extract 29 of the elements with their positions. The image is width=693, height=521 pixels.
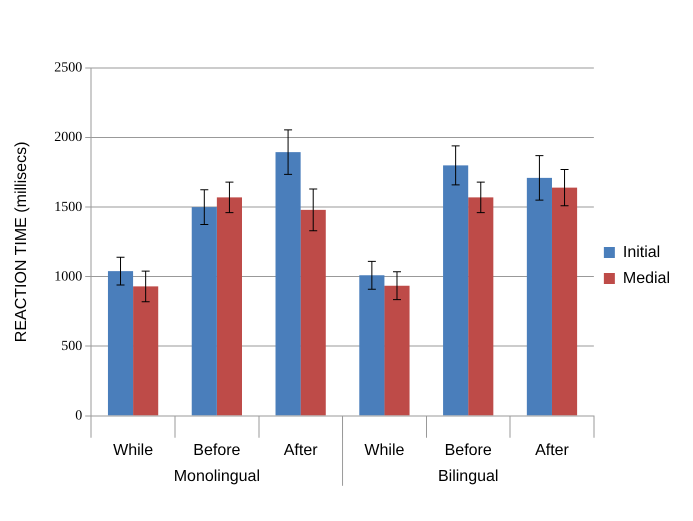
- bar: [133, 286, 158, 416]
- bar: [276, 152, 301, 416]
- y-tick-label: 500: [61, 338, 82, 354]
- text: Bilingual: [438, 468, 498, 485]
- x-tick-label: Before: [193, 442, 241, 459]
- legend-label: Medial: [622, 270, 670, 287]
- y-tick-label: 0: [75, 408, 82, 424]
- bar: [384, 286, 410, 416]
- legend-label: Initial: [622, 244, 660, 261]
- bar: [552, 188, 578, 416]
- text: Monolingual: [174, 468, 260, 485]
- y-tick-label: 1000: [54, 269, 82, 284]
- x-tick-label: While: [113, 442, 154, 459]
- y-axis-title: REACTION TIME (millisecs): [13, 142, 30, 342]
- y-tick-label: 2000: [54, 130, 82, 146]
- bar: [443, 165, 468, 416]
- x-tick-label: While: [364, 442, 405, 459]
- bar: [192, 207, 217, 416]
- x-tick-label: After: [284, 442, 318, 459]
- x-tick-label: After: [535, 442, 570, 459]
- bar: [108, 271, 134, 416]
- y-tick-label: 1500: [54, 200, 82, 215]
- y-tick-label: 2500: [54, 60, 82, 76]
- bar: [468, 197, 494, 416]
- bar: [359, 275, 384, 416]
- bar: [216, 197, 242, 416]
- bar: [300, 210, 326, 416]
- x-tick-label: Before: [444, 442, 492, 459]
- bar: [526, 178, 552, 416]
